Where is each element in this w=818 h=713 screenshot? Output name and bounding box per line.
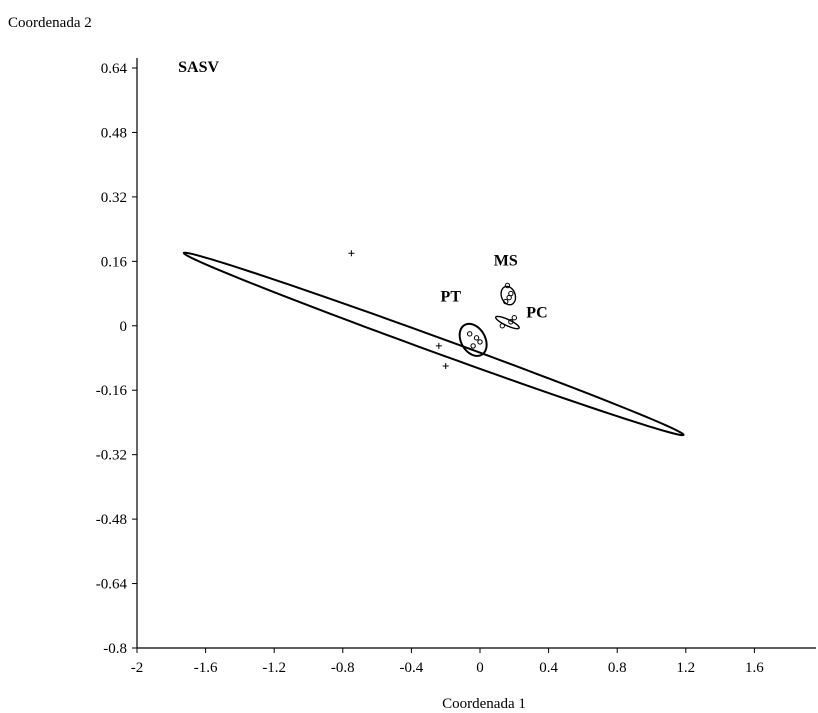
group-label-pt: PT — [441, 289, 462, 306]
y-tick-label: -0.64 — [96, 577, 128, 593]
ellipse-sasv — [182, 251, 685, 437]
data-point — [504, 282, 511, 289]
data-point — [473, 335, 480, 341]
x-tick-label: 0.8 — [608, 660, 627, 676]
y-ticks: 0.64 0.48 0.32 0.16 0 -0.16 -0.32 -0.48 -0.64 -0.… — [96, 61, 137, 657]
data-point — [511, 315, 517, 321]
group-label-pc: PC — [526, 305, 547, 322]
group-label-sasv: SASV — [178, 59, 219, 76]
ellipse-pc — [495, 315, 520, 330]
data-point — [477, 339, 483, 345]
x-tick-label: -1.2 — [262, 660, 286, 676]
y-tick-label: 0.48 — [101, 125, 127, 141]
data-point — [442, 363, 449, 370]
y-tick-label: -0.48 — [96, 512, 127, 528]
data-point — [348, 250, 355, 257]
x-ticks: -2 -1.6 -1.2 -0.8 -0.4 0 0.4 0.8 1.2 1.6 — [131, 648, 764, 676]
y-tick-label: 0.64 — [101, 61, 128, 77]
x-tick-label: 1.6 — [745, 660, 764, 676]
y-tick-label: 0.32 — [101, 190, 127, 206]
data-point — [467, 331, 473, 337]
ellipse-pt — [458, 322, 488, 357]
x-tick-label: -0.4 — [400, 660, 424, 676]
x-tick-label: 0.4 — [539, 660, 558, 676]
x-tick-label: -1.6 — [194, 660, 218, 676]
data-point — [435, 342, 442, 349]
y-tick-label: -0.8 — [103, 641, 127, 657]
y-axis-label: Coordenada 2 — [8, 15, 92, 31]
data-point — [508, 319, 514, 325]
y-tick-label: 0 — [120, 319, 128, 335]
x-tick-label: -0.8 — [331, 660, 355, 676]
x-tick-label: 1.2 — [676, 660, 695, 676]
data-point — [503, 298, 509, 305]
group-label-ms: MS — [494, 252, 518, 269]
data-point — [499, 323, 505, 329]
x-tick-label: -2 — [131, 660, 144, 676]
x-axis-label: Coordenada 1 — [442, 696, 526, 712]
x-tick-label: 0 — [476, 660, 484, 676]
data-point — [506, 294, 512, 301]
y-tick-label: -0.32 — [96, 448, 127, 464]
y-tick-label: -0.16 — [96, 383, 128, 399]
y-tick-label: 0.16 — [101, 254, 128, 270]
groups: SASV PT MS PC — [178, 59, 685, 437]
data-point — [470, 343, 476, 349]
